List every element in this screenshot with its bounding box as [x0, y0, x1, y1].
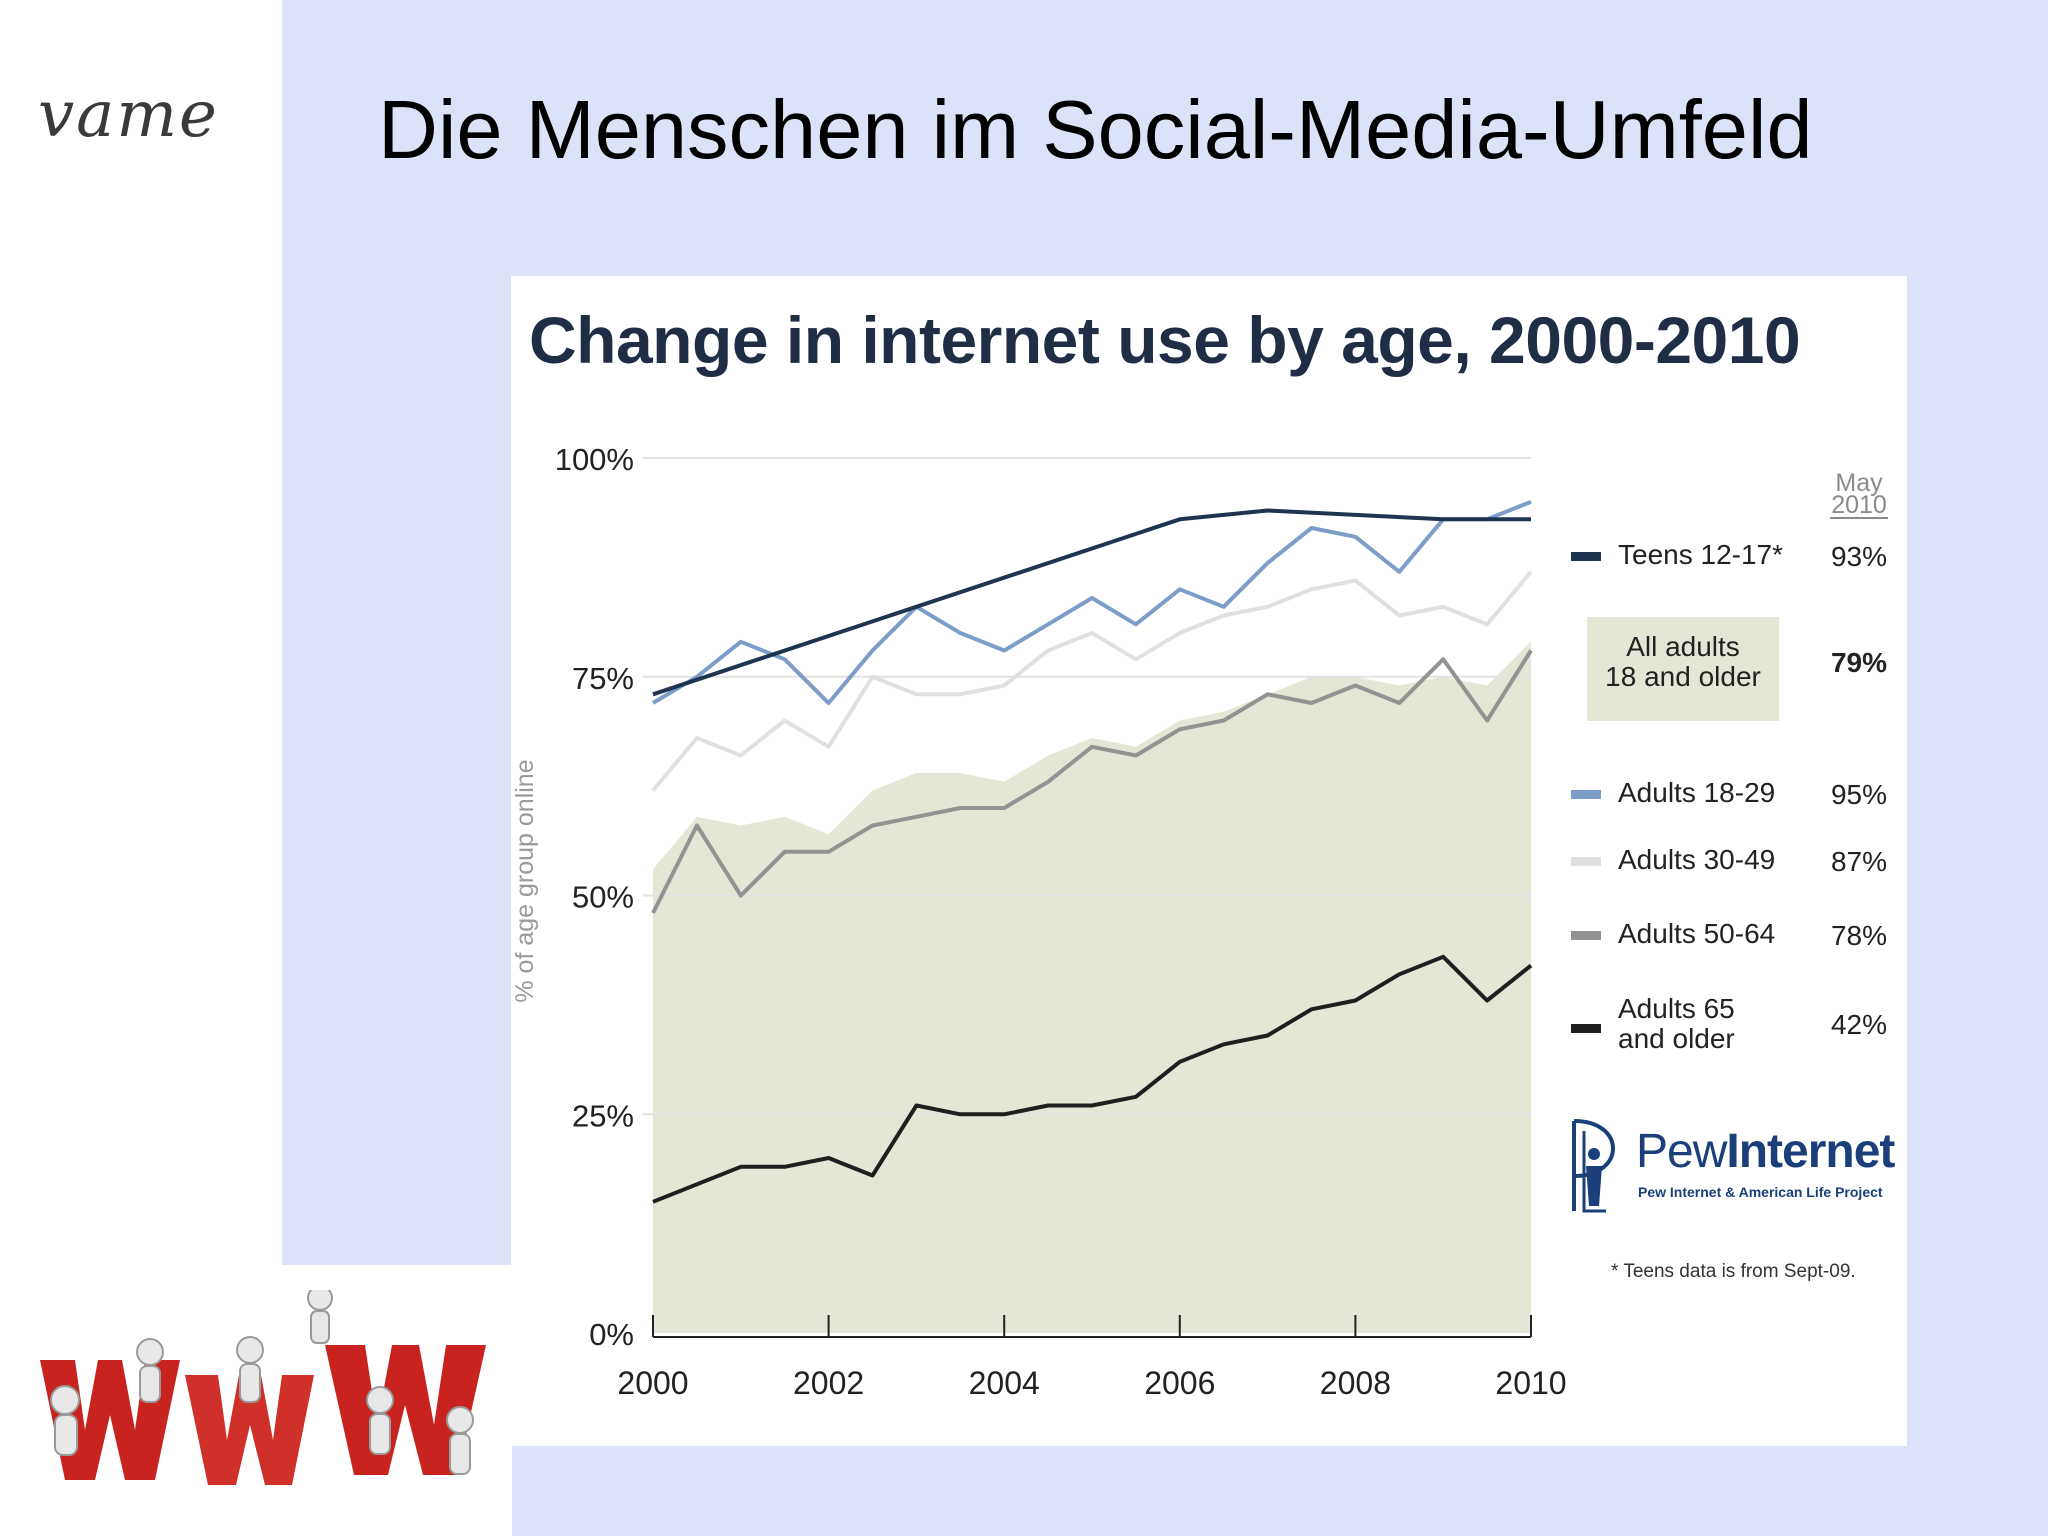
legend-value: 95% — [1831, 779, 1887, 810]
line-chart: 0% 25% 50% 75% 100% 2000 2002 2004 2006 2008 2010%… — [511, 442, 1888, 1401]
y-tick-label: 25% — [572, 1098, 634, 1133]
figures — [50, 1290, 474, 1475]
x-tick-label: 2008 — [1320, 1365, 1391, 1401]
x-tick-label: 2000 — [617, 1365, 688, 1401]
legend-box-all-adults — [1587, 617, 1779, 721]
slide-title: Die Menschen im Social-Media-Umfeld — [378, 83, 1813, 176]
legend-value: 87% — [1831, 846, 1887, 877]
series-line — [652, 508, 1531, 697]
y-tick-label: 50% — [572, 880, 634, 915]
legend-swatch — [1571, 552, 1601, 561]
legend-value: 79% — [1831, 647, 1887, 678]
y-tick-label: 75% — [572, 661, 634, 696]
legend-swatch — [1571, 790, 1601, 799]
series-line — [651, 570, 1533, 792]
column-header-month: May — [1835, 469, 1883, 497]
x-tick-label: 2006 — [1144, 1365, 1215, 1401]
series-line — [651, 649, 1533, 914]
column-header-year: 2010 — [1831, 491, 1887, 519]
y-axis-label: % of age group online — [511, 759, 539, 1002]
legend-swatch — [1571, 1024, 1601, 1033]
legend-value: 42% — [1831, 1009, 1887, 1040]
legend-value: 78% — [1831, 920, 1887, 951]
legend-label: Adults 65 — [1618, 993, 1735, 1024]
legend-label: Teens 12-17* — [1618, 539, 1783, 570]
area-all-adults — [653, 641, 1531, 1333]
y-tick-label: 0% — [589, 1317, 634, 1352]
chart-footnote: * Teens data is from Sept-09. — [1611, 1261, 1856, 1282]
pew-logo-icon — [1572, 1119, 1615, 1213]
pew-logo-name: PewInternet — [1636, 1125, 1895, 1178]
chart-panel: Change in internet use by age, 2000-2010… — [511, 276, 1907, 1446]
legend-swatch — [1571, 857, 1601, 866]
legend-label: All adults — [1626, 631, 1740, 662]
vame-logo: vame — [38, 78, 219, 152]
legend-value: 93% — [1831, 541, 1887, 572]
www-letters — [40, 1345, 486, 1485]
legend-label: Adults 18-29 — [1618, 777, 1775, 808]
pew-internet-logo: PewInternet Pew Internet & American Life… — [1566, 1116, 1895, 1226]
x-tick-label: 2002 — [793, 1365, 864, 1401]
x-tick-label: 2010 — [1495, 1365, 1566, 1401]
legend-swatch — [1571, 931, 1601, 940]
series-line — [651, 499, 1532, 705]
pew-logo-subtitle: Pew Internet & American Life Project — [1638, 1184, 1883, 1200]
legend-label: 18 and older — [1605, 661, 1761, 692]
chart-title: Change in internet use by age, 2000-2010 — [529, 303, 1801, 377]
series-line — [652, 954, 1533, 1204]
x-tick-label: 2004 — [969, 1365, 1040, 1401]
legend-label: and older — [1618, 1023, 1735, 1054]
legend-label: Adults 50-64 — [1618, 918, 1775, 949]
y-tick-label: 100% — [555, 442, 634, 477]
sidebar-white — [0, 0, 282, 1265]
legend-label: Adults 30-49 — [1618, 844, 1775, 875]
www-figures-illustration — [40, 1290, 486, 1485]
